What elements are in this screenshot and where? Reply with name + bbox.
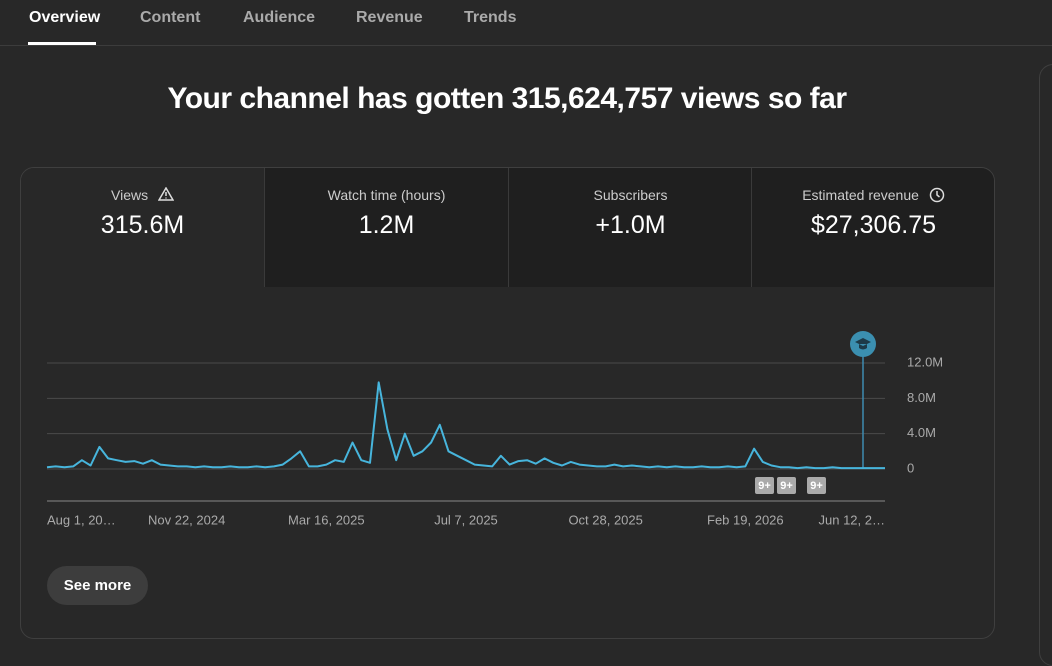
metric-tab[interactable]: Views 315.6M	[21, 168, 264, 287]
active-underline	[28, 42, 96, 45]
metric-value: $27,306.75	[810, 211, 937, 239]
see-more-button[interactable]: See more	[47, 566, 148, 605]
x-tick-label: Oct 28, 2025	[568, 512, 642, 527]
headline: Your channel has gotten 315,624,757 view…	[167, 82, 847, 115]
metric-value: +1.0M	[595, 211, 666, 239]
badge[interactable]: 9+	[755, 477, 774, 494]
warning-icon	[157, 186, 175, 201]
metric-label: Views	[111, 187, 149, 203]
metric-tab[interactable]: Watch time (hours) 1.2M	[264, 168, 508, 287]
nav-tab[interactable]: Content	[140, 9, 201, 26]
x-tick-label: Nov 22, 2024	[148, 512, 225, 527]
chart: 9+ 9+ 9+ 0 4.0M 8.0M 12.0M Aug 1, 20… Nov 22,…	[46, 331, 943, 527]
nav-tab[interactable]: Overview	[29, 9, 101, 26]
x-tick-label: Feb 19, 2026	[707, 512, 784, 527]
metric-tab[interactable]: Estimated revenue $27,306.75	[751, 168, 994, 287]
x-tick-label: Jun 12, 2…	[819, 512, 886, 527]
badge[interactable]: 9+	[807, 477, 826, 494]
nav-tab[interactable]: Revenue	[356, 9, 423, 26]
metric-value: 1.2M	[358, 211, 415, 239]
y-tick-label: 8.0M	[907, 390, 936, 405]
y-tick-label: 4.0M	[907, 425, 936, 440]
badge-text: 9+	[810, 480, 823, 492]
x-tick-label: Aug 1, 20…	[47, 512, 116, 527]
badge[interactable]: 9+	[777, 477, 796, 494]
metric-label: Subscribers	[593, 187, 668, 203]
metric-label: Estimated revenue	[802, 187, 919, 203]
badge-text: 9+	[780, 480, 793, 492]
badge-text: 9+	[758, 480, 771, 492]
cap-glyph	[855, 338, 871, 350]
series-line	[46, 381, 885, 470]
nav-tab[interactable]: Audience	[243, 9, 316, 26]
metric-label: Watch time (hours)	[327, 187, 446, 203]
x-tick-label: Mar 16, 2025	[288, 512, 365, 527]
x-tick-label: Jul 7, 2025	[434, 512, 498, 527]
y-tick-label: 12.0M	[907, 354, 943, 369]
metric-value: 315.6M	[100, 211, 185, 239]
y-tick-label: 0	[907, 460, 914, 475]
analytics-card: Views 315.6M Watch time (hours) 1.2M Sub…	[20, 167, 995, 639]
nav-tab[interactable]: Trends	[464, 9, 517, 26]
nav-bar: Overview Content Audience Revenue Trends	[0, 0, 1052, 46]
clock-icon	[929, 187, 945, 203]
metric-tab[interactable]: Subscribers +1.0M	[508, 168, 752, 287]
